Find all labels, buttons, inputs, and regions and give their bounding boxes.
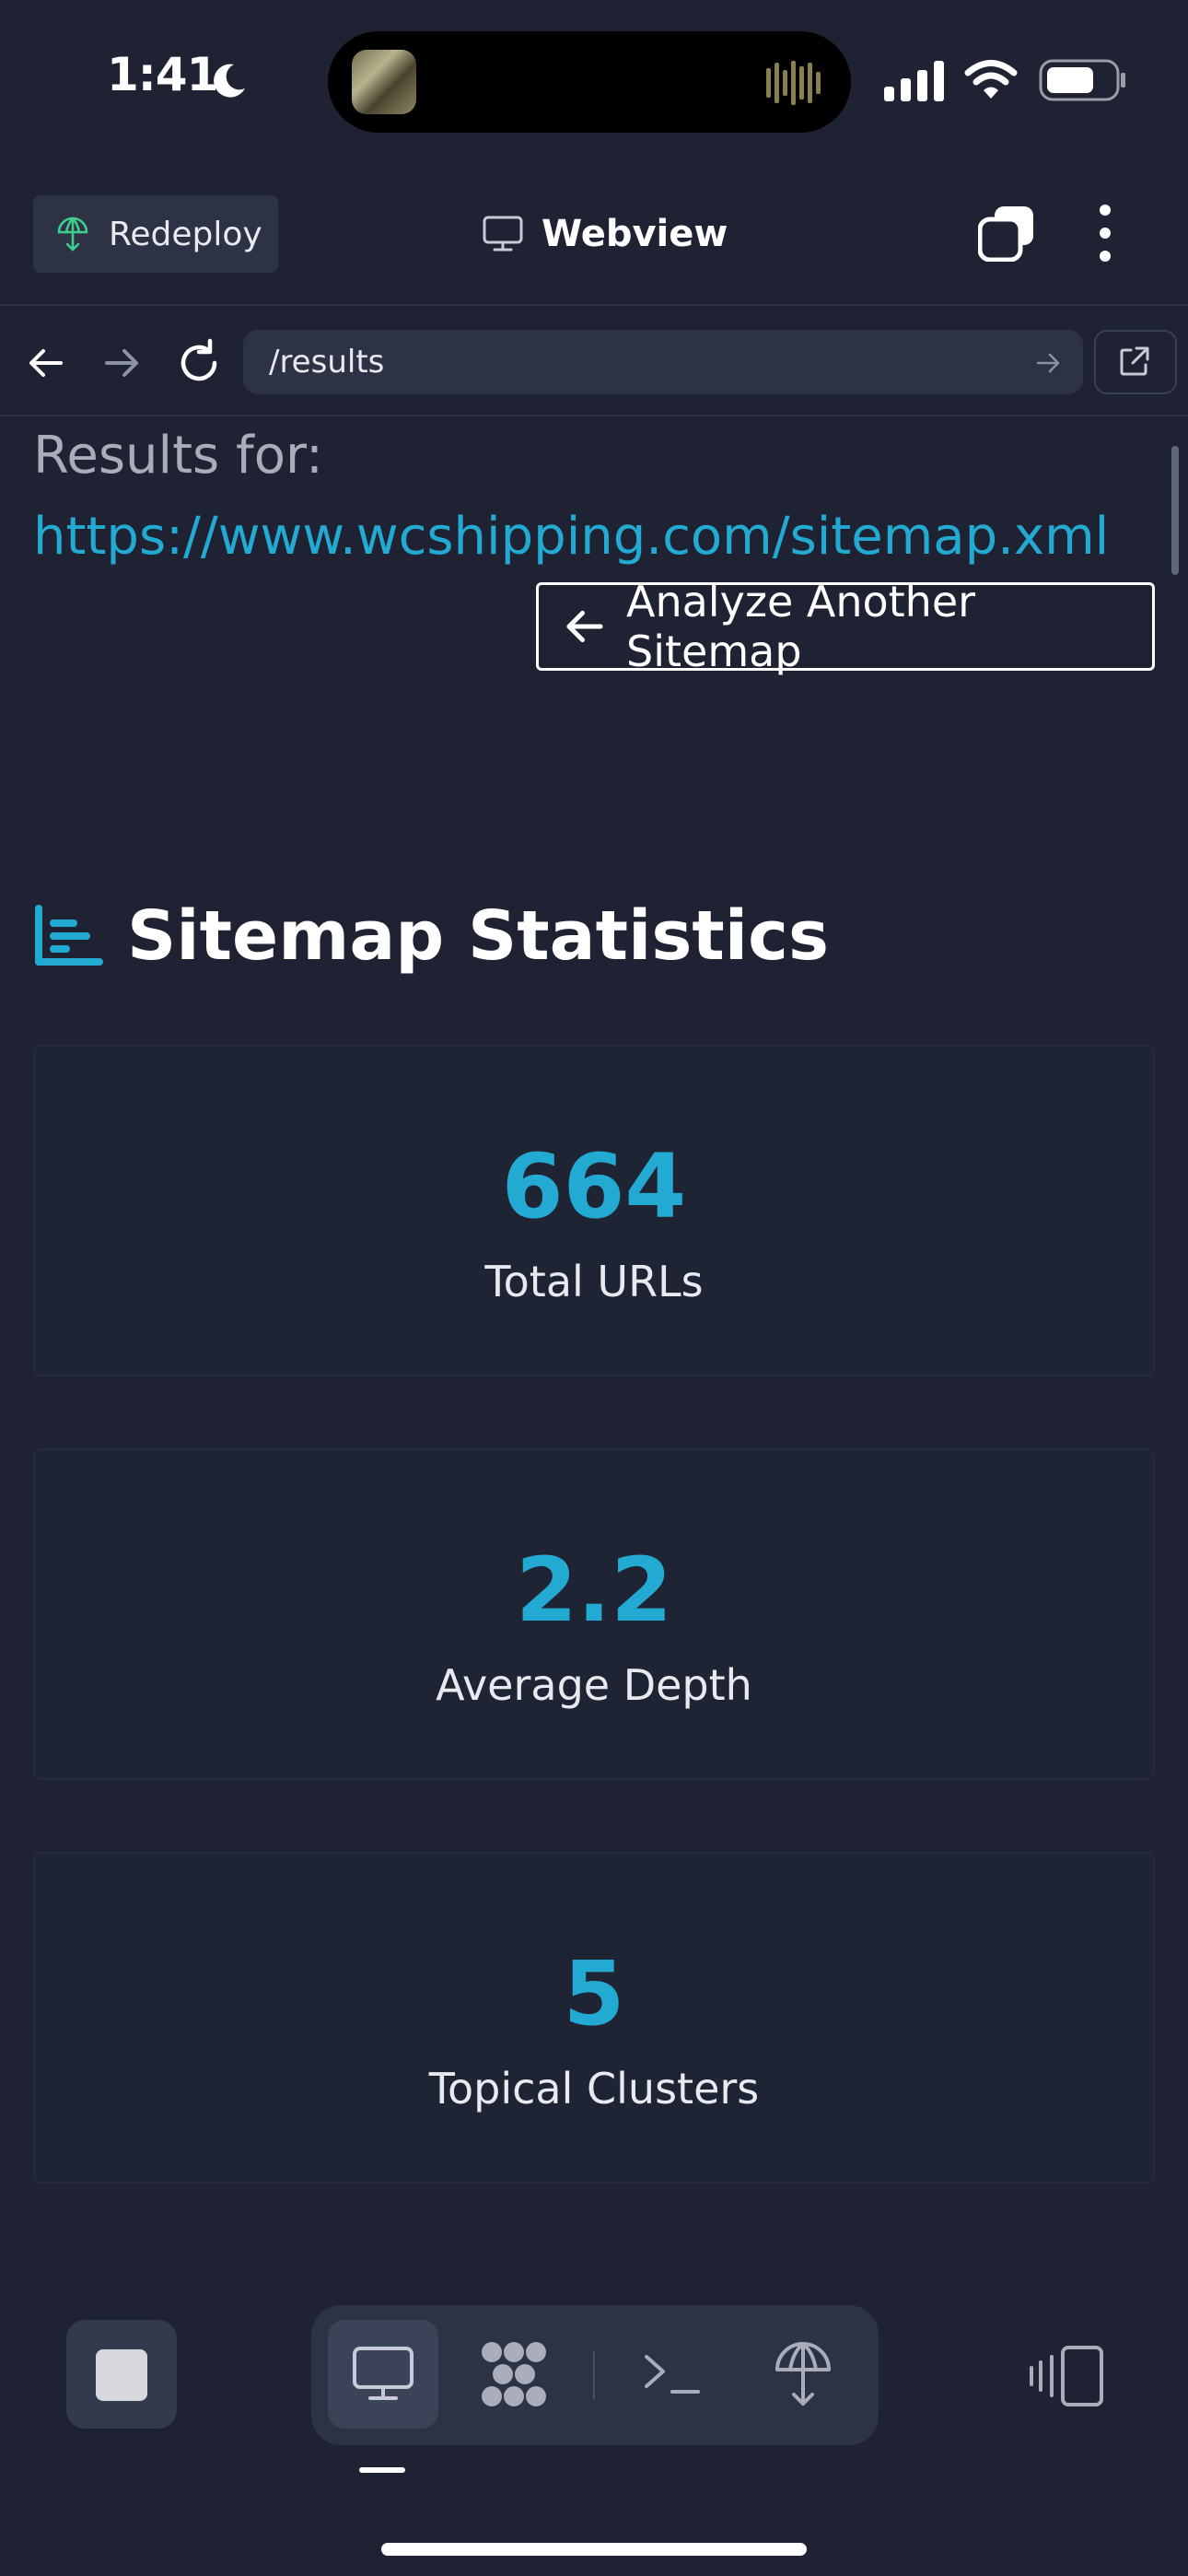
dynamic-island (328, 31, 851, 133)
url-bar: /results (0, 308, 1188, 416)
forward-arrow-icon[interactable] (94, 335, 149, 391)
arrow-left-icon (566, 610, 603, 643)
section-title: Sitemap Statistics (127, 896, 830, 976)
redeploy-icon (57, 217, 88, 252)
status-bar: 1:41 (0, 0, 1188, 161)
stat-card-total-urls: 664 Total URLs (33, 1045, 1155, 1376)
wifi-icon (964, 60, 1018, 99)
tabs-icon[interactable] (978, 205, 1035, 262)
app-header: Redeploy Webview (0, 184, 1188, 306)
monitor-icon (483, 216, 523, 252)
bottom-toolbar (311, 2305, 879, 2445)
stat-card-topical-clusters: 5 Topical Clusters (33, 1852, 1155, 2184)
stop-button[interactable] (66, 2320, 177, 2429)
toolbar-divider (593, 2351, 595, 2399)
analyze-button-label: Analyze Another Sitemap (626, 577, 976, 676)
section-heading: Sitemap Statistics (33, 890, 829, 982)
monitor-icon (353, 2347, 413, 2400)
stat-label: Topical Clusters (428, 2064, 760, 2113)
terminal-icon (645, 2355, 700, 2394)
active-tab-indicator (359, 2467, 405, 2473)
deploy-icon (775, 2342, 831, 2406)
signal-icon (884, 61, 944, 101)
back-arrow-icon[interactable] (18, 335, 74, 391)
home-indicator[interactable] (381, 2543, 807, 2556)
stop-icon (96, 2349, 147, 2401)
workflow-tab-button[interactable] (459, 2320, 569, 2429)
webview-title: Webview (483, 206, 728, 262)
sitemap-url-link[interactable]: https://www.wcshipping.com/sitemap.xml (33, 507, 1110, 567)
open-external-button[interactable] (1094, 330, 1177, 394)
status-time: 1:41 (107, 48, 218, 101)
page-title: Webview (542, 213, 728, 255)
kebab-menu-icon[interactable] (1087, 203, 1124, 263)
results-label: Results for: (33, 426, 323, 486)
analyze-another-sitemap-button[interactable]: Analyze Another Sitemap (536, 577, 1155, 676)
stat-label: Average Depth (436, 1660, 752, 1710)
redeploy-button[interactable]: Redeploy (33, 195, 278, 273)
stat-value: 5 (563, 1942, 625, 2045)
audio-waveform-icon (766, 61, 821, 105)
stat-card-average-depth: 2.2 Average Depth (33, 1448, 1155, 1780)
deploy-tab-button[interactable] (748, 2320, 858, 2429)
workflow-icon (482, 2342, 546, 2406)
external-link-icon (1120, 346, 1149, 376)
url-input[interactable]: /results (243, 330, 1083, 394)
now-playing-artwork (352, 50, 416, 114)
stat-value: 664 (501, 1135, 687, 1238)
stat-label: Total URLs (484, 1257, 704, 1306)
battery-icon (1039, 59, 1125, 101)
devices-icon[interactable] (1028, 2344, 1105, 2408)
url-go-arrow-icon[interactable] (1033, 348, 1063, 378)
moon-icon (214, 64, 245, 98)
webview-tab-button[interactable] (328, 2320, 438, 2429)
stat-value: 2.2 (515, 1539, 673, 1642)
scrollbar-thumb[interactable] (1171, 446, 1179, 575)
terminal-tab-button[interactable] (617, 2320, 728, 2429)
reload-icon[interactable] (171, 335, 227, 391)
url-path: /results (269, 344, 385, 381)
redeploy-label: Redeploy (109, 215, 262, 253)
bar-chart-icon (35, 905, 103, 966)
